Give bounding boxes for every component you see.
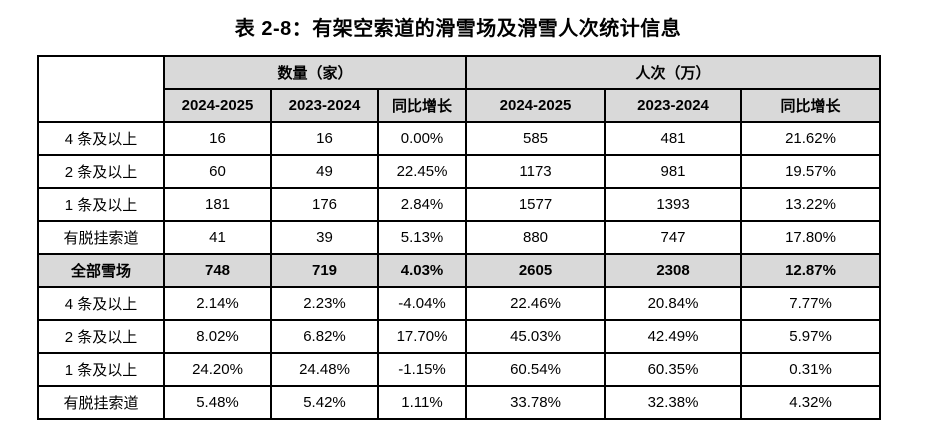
cell: 5.42% xyxy=(270,385,379,420)
cell: 24.20% xyxy=(163,352,272,387)
cell: 4.32% xyxy=(740,385,882,420)
cell: 2605 xyxy=(465,253,607,288)
cell: 16 xyxy=(163,121,272,156)
col-header-visits-yoy: 同比增长 xyxy=(740,88,882,123)
cell: 42.49% xyxy=(604,319,743,354)
cell: 2308 xyxy=(604,253,743,288)
cell: 45.03% xyxy=(465,319,607,354)
cell: 41 xyxy=(163,220,272,255)
table-row: 有脱挂索道 5.48% 5.42% 1.11% 33.78% 32.38% 4.… xyxy=(37,385,882,420)
cell: -1.15% xyxy=(376,352,468,387)
cell: 21.62% xyxy=(740,121,882,156)
cell: 60.54% xyxy=(465,352,607,387)
row-label: 有脱挂索道 xyxy=(37,220,165,255)
cell: 2.84% xyxy=(376,187,468,222)
cell: 6.82% xyxy=(270,319,379,354)
table-row-total: 全部雪场 748 719 4.03% 2605 2308 12.87% xyxy=(37,253,882,288)
group-header-visits: 人次（万） xyxy=(465,55,882,90)
cell: 585 xyxy=(465,121,607,156)
group-header-quantity: 数量（家） xyxy=(162,55,468,90)
row-label: 4 条及以上 xyxy=(37,121,165,156)
cell: 5.13% xyxy=(376,220,468,255)
cell: 16 xyxy=(270,121,379,156)
cell: 7.77% xyxy=(740,286,882,321)
header-group-row: 数量（家） 人次（万） xyxy=(37,55,882,123)
cell: 4.03% xyxy=(376,253,468,288)
table-row: 1 条及以上 181 176 2.84% 1577 1393 13.22% xyxy=(37,187,882,222)
table-row: 2 条及以上 60 49 22.45% 1173 981 19.57% xyxy=(37,154,882,189)
cell: 22.45% xyxy=(376,154,468,189)
cell: 60 xyxy=(163,154,272,189)
col-header-visits-2023-2024: 2023-2024 xyxy=(604,88,743,123)
cell: 176 xyxy=(270,187,379,222)
cell: 17.70% xyxy=(376,319,468,354)
header-sub-row: 2024-2025 2023-2024 同比增长 2024-2025 2023-… xyxy=(38,88,882,123)
cell: 22.46% xyxy=(465,286,607,321)
table-row: 1 条及以上 24.20% 24.48% -1.15% 60.54% 60.35… xyxy=(37,352,882,387)
cell: 747 xyxy=(604,220,743,255)
row-label: 有脱挂索道 xyxy=(37,385,165,420)
cell: 981 xyxy=(604,154,743,189)
cell: 39 xyxy=(270,220,379,255)
table-row: 4 条及以上 16 16 0.00% 585 481 21.62% xyxy=(37,121,882,156)
row-label: 全部雪场 xyxy=(37,253,165,288)
cell: 0.00% xyxy=(376,121,468,156)
row-label: 1 条及以上 xyxy=(37,187,165,222)
table-row: 4 条及以上 2.14% 2.23% -4.04% 22.46% 20.84% … xyxy=(37,286,882,321)
cell: 719 xyxy=(270,253,379,288)
cell: 1173 xyxy=(465,154,607,189)
cell: 20.84% xyxy=(604,286,743,321)
row-label: 2 条及以上 xyxy=(37,154,165,189)
table-row: 2 条及以上 8.02% 6.82% 17.70% 45.03% 42.49% … xyxy=(37,319,882,354)
col-header-qty-2023-2024: 2023-2024 xyxy=(270,88,379,123)
cell: 5.97% xyxy=(740,319,882,354)
col-header-qty-yoy: 同比增长 xyxy=(376,88,468,123)
cell: 1577 xyxy=(465,187,607,222)
cell: 19.57% xyxy=(740,154,882,189)
cell: 0.31% xyxy=(740,352,882,387)
cell: 12.87% xyxy=(740,253,882,288)
cell: 17.80% xyxy=(740,220,882,255)
cell: 8.02% xyxy=(163,319,272,354)
cell: 24.48% xyxy=(270,352,379,387)
row-label: 4 条及以上 xyxy=(37,286,165,321)
col-header-qty-2024-2025: 2024-2025 xyxy=(163,88,272,123)
cell: 49 xyxy=(270,154,379,189)
table-title: 表 2-8：有架空索道的滑雪场及滑雪人次统计信息 xyxy=(234,18,682,40)
row-label: 1 条及以上 xyxy=(37,352,165,387)
row-label: 2 条及以上 xyxy=(37,319,165,354)
cell: 880 xyxy=(465,220,607,255)
cell: 1.11% xyxy=(376,385,468,420)
cell: 2.14% xyxy=(163,286,272,321)
cell: 748 xyxy=(163,253,272,288)
cell: 13.22% xyxy=(740,187,882,222)
corner-cell xyxy=(37,55,165,123)
cell: 1393 xyxy=(604,187,743,222)
table-row: 有脱挂索道 41 39 5.13% 880 747 17.80% xyxy=(37,220,882,255)
cell: 32.38% xyxy=(604,385,743,420)
cell: 5.48% xyxy=(163,385,272,420)
cell: -4.04% xyxy=(376,286,468,321)
col-header-visits-2024-2025: 2024-2025 xyxy=(465,88,607,123)
cell: 181 xyxy=(163,187,272,222)
cell: 2.23% xyxy=(270,286,379,321)
cell: 33.78% xyxy=(465,385,607,420)
cell: 481 xyxy=(604,121,743,156)
statistics-table: 数量（家） 人次（万） 2024-2025 2023-2024 同比增长 202… xyxy=(37,55,882,420)
cell: 60.35% xyxy=(604,352,743,387)
